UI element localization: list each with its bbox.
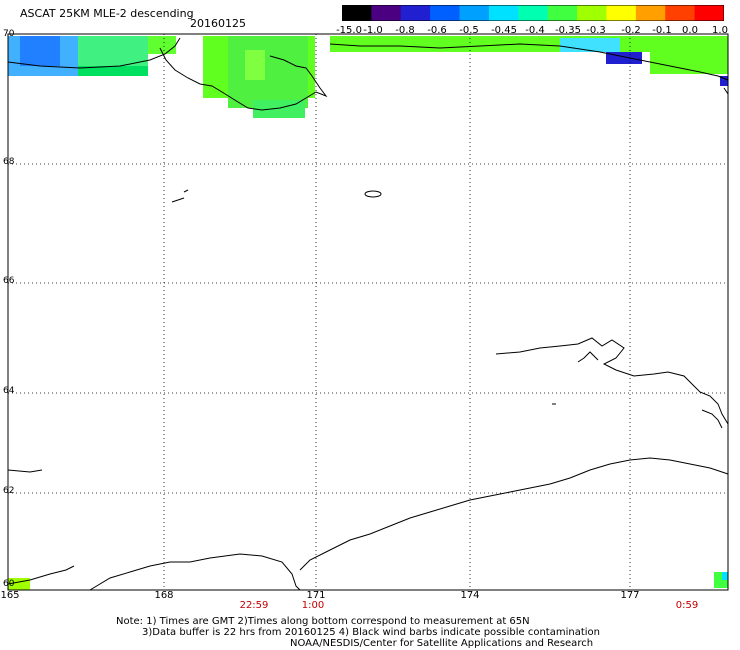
note-line-1: Note: 1) Times are GMT 2)Times along bot… bbox=[116, 616, 530, 627]
colorbar bbox=[342, 5, 724, 21]
pass-time: 22:59 bbox=[239, 600, 269, 611]
wind-swath-west bbox=[8, 36, 176, 76]
colorbar-swatch bbox=[635, 5, 666, 21]
colorbar-label: -1.0 bbox=[363, 25, 383, 36]
lat-label: 62 bbox=[3, 486, 15, 496]
colorbar-label: -0.8 bbox=[395, 25, 415, 36]
note-line-2: 3)Data buffer is 22 hrs from 20160125 4)… bbox=[142, 627, 600, 638]
colorbar-swatch bbox=[400, 5, 431, 21]
colorbar-label: -0.2 bbox=[621, 25, 641, 36]
pass-time: 1:00 bbox=[301, 600, 325, 611]
pass-time: 0:59 bbox=[675, 600, 699, 611]
colorbar-label: 1.0 bbox=[712, 25, 728, 36]
colorbar-swatch bbox=[430, 5, 461, 21]
note-line-3: NOAA/NESDIS/Center for Satellite Applica… bbox=[290, 638, 594, 649]
colorbar-swatch bbox=[577, 5, 607, 21]
colorbar-swatch bbox=[488, 5, 519, 21]
lat-label: 60 bbox=[3, 579, 15, 589]
colorbar-label: -0.45 bbox=[491, 25, 517, 36]
colorbar-label: -0.3 bbox=[586, 25, 606, 36]
map-frame bbox=[7, 33, 729, 591]
product-title: ASCAT 25KM MLE-2 descending bbox=[20, 7, 194, 20]
graticule bbox=[8, 34, 728, 590]
wind-swath-corner bbox=[8, 572, 728, 590]
lat-label: 70 bbox=[3, 29, 15, 39]
lon-label: 177 bbox=[620, 590, 640, 601]
colorbar-label: -0.4 bbox=[525, 25, 545, 36]
colorbar-swatch bbox=[606, 5, 637, 21]
lon-label: 174 bbox=[460, 590, 480, 601]
colorbar-label: -0.35 bbox=[555, 25, 581, 36]
wind-swath-east bbox=[330, 36, 728, 86]
colorbar-swatch bbox=[459, 5, 490, 21]
colorbar-swatch bbox=[665, 5, 696, 21]
lat-label: 64 bbox=[3, 386, 15, 396]
lon-label: 168 bbox=[154, 590, 174, 601]
colorbar-swatch bbox=[518, 5, 549, 21]
colorbar-swatch bbox=[342, 5, 372, 21]
wind-swath-center bbox=[203, 36, 315, 118]
lon-label: 165 bbox=[0, 590, 20, 601]
colorbar-swatch bbox=[694, 5, 724, 21]
colorbar-swatch bbox=[371, 5, 402, 21]
colorbar-swatch bbox=[547, 5, 578, 21]
lat-label: 68 bbox=[3, 157, 15, 167]
colorbar-label: 0.0 bbox=[682, 25, 698, 36]
colorbar-label: -0.6 bbox=[427, 25, 447, 36]
product-date: 20160125 bbox=[190, 17, 246, 30]
coastline bbox=[7, 37, 729, 591]
colorbar-label: -0.1 bbox=[652, 25, 672, 36]
lat-label: 66 bbox=[3, 276, 15, 286]
colorbar-label: -15.0 bbox=[336, 25, 362, 36]
lon-label: 171 bbox=[306, 590, 326, 601]
colorbar-label: -0.5 bbox=[459, 25, 479, 36]
